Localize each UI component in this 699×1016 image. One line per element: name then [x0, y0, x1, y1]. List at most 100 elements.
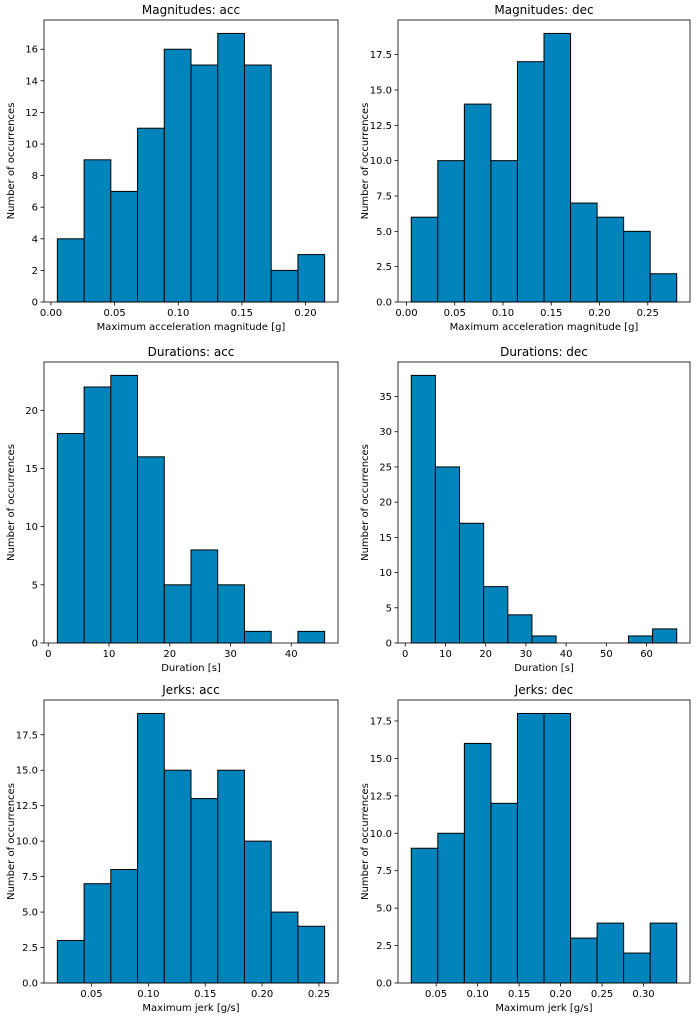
- bar: [437, 832, 465, 984]
- y-tick-label: 0: [32, 298, 38, 309]
- x-tick-label: 10: [439, 649, 452, 660]
- y-tick-label: 0.0: [376, 298, 392, 309]
- y-tick-label: 5.0: [22, 908, 38, 919]
- bar: [110, 190, 139, 303]
- x-tick-label: 0.15: [231, 308, 253, 319]
- x-tick-label: 0.20: [588, 308, 610, 319]
- bar: [434, 466, 461, 644]
- bar: [83, 159, 112, 303]
- bar: [83, 883, 112, 984]
- x-tick-label: 0: [402, 649, 408, 660]
- bar: [623, 230, 651, 303]
- y-tick-label: 17.5: [370, 50, 392, 61]
- y-axis-label: Number of occurrences: [360, 783, 371, 900]
- bar: [543, 32, 572, 303]
- x-tick-label: 0.15: [194, 989, 216, 1000]
- y-tick-label: 25: [379, 462, 392, 473]
- bar: [531, 635, 557, 644]
- bar: [217, 584, 245, 644]
- y-tick-label: 17.5: [16, 730, 38, 741]
- x-tick-label: 60: [640, 649, 653, 660]
- x-tick-label: 0.10: [137, 989, 159, 1000]
- y-tick-label: 5.0: [376, 904, 392, 915]
- x-tick-label: 0.05: [425, 989, 447, 1000]
- y-tick-label: 7.5: [376, 191, 392, 202]
- bar: [137, 127, 165, 303]
- axes-frame: [397, 699, 691, 984]
- chart-title: Magnitudes: acc: [142, 3, 240, 17]
- bar: [163, 769, 192, 984]
- bar: [490, 802, 518, 984]
- bar: [243, 840, 272, 984]
- x-axis-label: Maximum jerk [g/s]: [142, 1003, 239, 1014]
- x-tick-label: 40: [285, 649, 298, 660]
- x-tick-label: 0.10: [167, 308, 189, 319]
- bar: [297, 630, 326, 644]
- y-tick-label: 16: [25, 45, 38, 56]
- bar: [56, 939, 85, 984]
- x-tick-label: 0.05: [444, 308, 466, 319]
- y-tick-label: 20: [379, 498, 392, 509]
- y-tick-label: 7.5: [376, 866, 392, 877]
- y-tick-label: 10.0: [16, 837, 38, 848]
- x-tick-label: 0.30: [632, 989, 654, 1000]
- x-axis-label: Duration [s]: [514, 663, 574, 674]
- y-tick-label: 8: [32, 171, 38, 182]
- bar: [137, 456, 165, 644]
- y-tick-label: 2.5: [22, 943, 38, 954]
- y-tick-label: 15: [379, 533, 392, 544]
- x-tick-label: 30: [224, 649, 237, 660]
- bar: [516, 61, 545, 303]
- x-tick-label: 0.05: [104, 308, 126, 319]
- y-axis-label: Number of occurrences: [6, 444, 17, 561]
- x-axis-label: Maximum jerk [g/s]: [495, 1003, 592, 1014]
- bar: [190, 64, 219, 303]
- y-tick-label: 12.5: [370, 791, 392, 802]
- bar: [543, 712, 572, 984]
- y-tick-label: 10.0: [370, 829, 392, 840]
- y-tick-label: 0: [386, 639, 392, 650]
- y-tick-label: 0.0: [22, 979, 38, 990]
- x-tick-label: 0.10: [467, 989, 489, 1000]
- bar: [297, 254, 326, 303]
- y-tick-label: 10: [25, 522, 38, 533]
- bar: [649, 273, 678, 303]
- x-tick-label: 0.05: [80, 989, 102, 1000]
- y-tick-label: 5: [32, 580, 38, 591]
- y-tick-label: 14: [25, 76, 38, 87]
- y-axis-label: Number of occurrences: [360, 444, 371, 561]
- bar: [270, 911, 299, 984]
- bar: [217, 769, 245, 984]
- bar: [297, 925, 326, 984]
- x-tick-label: 10: [103, 649, 116, 660]
- x-tick-label: 0.15: [540, 308, 562, 319]
- bar: [243, 64, 272, 303]
- x-tick-label: 0.20: [549, 989, 571, 1000]
- bar: [137, 712, 165, 984]
- y-tick-label: 30: [379, 427, 392, 438]
- bar: [243, 630, 272, 644]
- y-tick-label: 20: [25, 406, 38, 417]
- bar: [516, 712, 545, 984]
- bar: [217, 32, 245, 303]
- x-tick-label: 30: [520, 649, 533, 660]
- x-tick-label: 0.00: [40, 308, 62, 319]
- bar: [490, 160, 518, 303]
- bar: [83, 386, 112, 644]
- y-tick-label: 2: [32, 266, 38, 277]
- bar: [459, 522, 485, 644]
- bar: [623, 952, 651, 984]
- y-tick-label: 5.0: [376, 227, 392, 238]
- y-tick-label: 17.5: [370, 716, 392, 727]
- chart-title: Durations: dec: [500, 345, 588, 359]
- x-tick-label: 40: [560, 649, 573, 660]
- x-tick-label: 0.10: [492, 308, 514, 319]
- x-tick-label: 0.25: [591, 989, 613, 1000]
- x-tick-label: 0.15: [508, 989, 530, 1000]
- y-tick-label: 0.0: [376, 979, 392, 990]
- bar: [463, 103, 492, 303]
- chart-title: Magnitudes: dec: [494, 3, 593, 17]
- y-axis-label: Number of occurrences: [6, 783, 17, 900]
- x-tick-label: 50: [600, 649, 613, 660]
- x-tick-label: 20: [163, 649, 176, 660]
